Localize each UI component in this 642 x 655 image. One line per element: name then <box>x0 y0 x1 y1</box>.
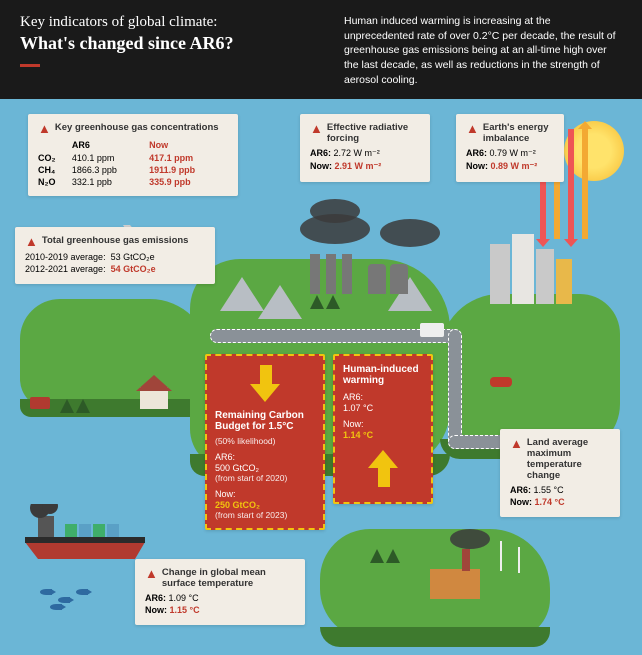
cooling-tower-icon <box>390 264 408 294</box>
tree-icon <box>60 399 74 413</box>
card-ghg-emissions: ▲Total greenhouse gas emissions 2010-201… <box>15 227 215 284</box>
card-land-temp: ▲ Land average maximum temperature change… <box>500 429 620 517</box>
smokestack-icon <box>342 254 352 294</box>
card-title: Key greenhouse gas concentrations <box>55 122 219 133</box>
col-ar6: AR6 <box>72 139 149 152</box>
table-row: CH₄1866.3 ppb1911.9 ppb <box>38 164 228 176</box>
arrow-up-icon: ▲ <box>310 122 323 135</box>
tractor-icon <box>30 397 50 409</box>
card-surface-temp: ▲ Change in global mean surface temperatu… <box>135 559 305 625</box>
table-row: CO₂410.1 ppm417.1 ppm <box>38 152 228 164</box>
fish-icon <box>50 604 62 610</box>
card-title: Earth's energy imbalance <box>483 122 554 144</box>
card-title: Remaining Carbon Budget for 1.5°C <box>215 410 315 432</box>
header: Key indicators of global climate: What's… <box>0 0 642 99</box>
col-now: Now <box>149 139 228 152</box>
car-icon <box>490 377 512 387</box>
building-icon <box>512 234 534 304</box>
landmass <box>20 299 210 409</box>
truck-icon <box>420 323 444 337</box>
factory-icon <box>430 569 480 599</box>
arrow-up-icon: ▲ <box>25 235 38 248</box>
building-icon <box>536 249 554 304</box>
card-title: Change in global mean surface temperatur… <box>162 567 295 589</box>
fish-icon <box>58 597 70 603</box>
tree-icon <box>386 549 400 563</box>
infographic-canvas: ▲ Key greenhouse gas concentrations AR6No… <box>0 99 642 655</box>
accent-bar <box>20 64 40 67</box>
card-energy-imbalance: ▲Earth's energy imbalance AR6: 0.79 W m⁻… <box>456 114 564 182</box>
cargo-ship-icon <box>20 504 150 564</box>
title-line1: Key indicators of global climate: <box>20 14 320 31</box>
landmass-shadow <box>320 627 550 647</box>
arrow-up-icon <box>582 129 588 239</box>
card-radiative-forcing: ▲Effective radiative forcing AR6: 2.72 W… <box>300 114 430 182</box>
smokestack-icon <box>326 254 336 294</box>
wind-turbine-icon <box>518 547 520 573</box>
arrow-up-icon: ▲ <box>145 567 158 580</box>
table-row: N₂O332.1 ppb335.9 ppb <box>38 176 228 188</box>
card-title: Total greenhouse gas emissions <box>42 235 189 246</box>
card-title: Human-induced warming <box>343 364 423 386</box>
arrow-down-icon <box>568 129 574 239</box>
title-line2: What's changed since AR6? <box>20 33 320 54</box>
card-carbon-budget: Remaining Carbon Budget for 1.5°C (50% l… <box>205 354 325 530</box>
wind-turbine-icon <box>500 541 502 571</box>
tree-icon <box>326 295 340 309</box>
cooling-tower-icon <box>368 264 386 294</box>
intro-text: Human induced warming is increasing at t… <box>344 14 622 87</box>
card-title: Land average maximum temperature change <box>527 437 610 481</box>
tree-icon <box>370 549 384 563</box>
fish-icon <box>76 589 88 595</box>
arrow-up-icon: ▲ <box>510 437 523 450</box>
roof-icon <box>136 375 172 391</box>
road <box>448 329 462 449</box>
building-icon <box>490 244 510 304</box>
arrow-up-icon: ▲ <box>38 122 51 135</box>
arrow-up-icon: ▲ <box>466 122 479 135</box>
tree-icon <box>76 399 90 413</box>
building-icon <box>556 259 572 304</box>
card-ghg-concentrations: ▲ Key greenhouse gas concentrations AR6No… <box>28 114 238 196</box>
card-human-warming: Human-induced warming AR6: 1.07 °C Now: … <box>333 354 433 504</box>
fish-icon <box>40 589 52 595</box>
card-title: Effective radiative forcing <box>327 122 420 144</box>
smokestack-icon <box>310 254 320 294</box>
tree-icon <box>310 295 324 309</box>
header-left: Key indicators of global climate: What's… <box>20 14 320 87</box>
smokestack-icon <box>462 549 470 571</box>
arrow-down-icon <box>250 364 280 404</box>
arrow-up-icon <box>368 448 398 488</box>
smoke-icon <box>380 219 440 247</box>
mountain-icon <box>258 285 302 319</box>
